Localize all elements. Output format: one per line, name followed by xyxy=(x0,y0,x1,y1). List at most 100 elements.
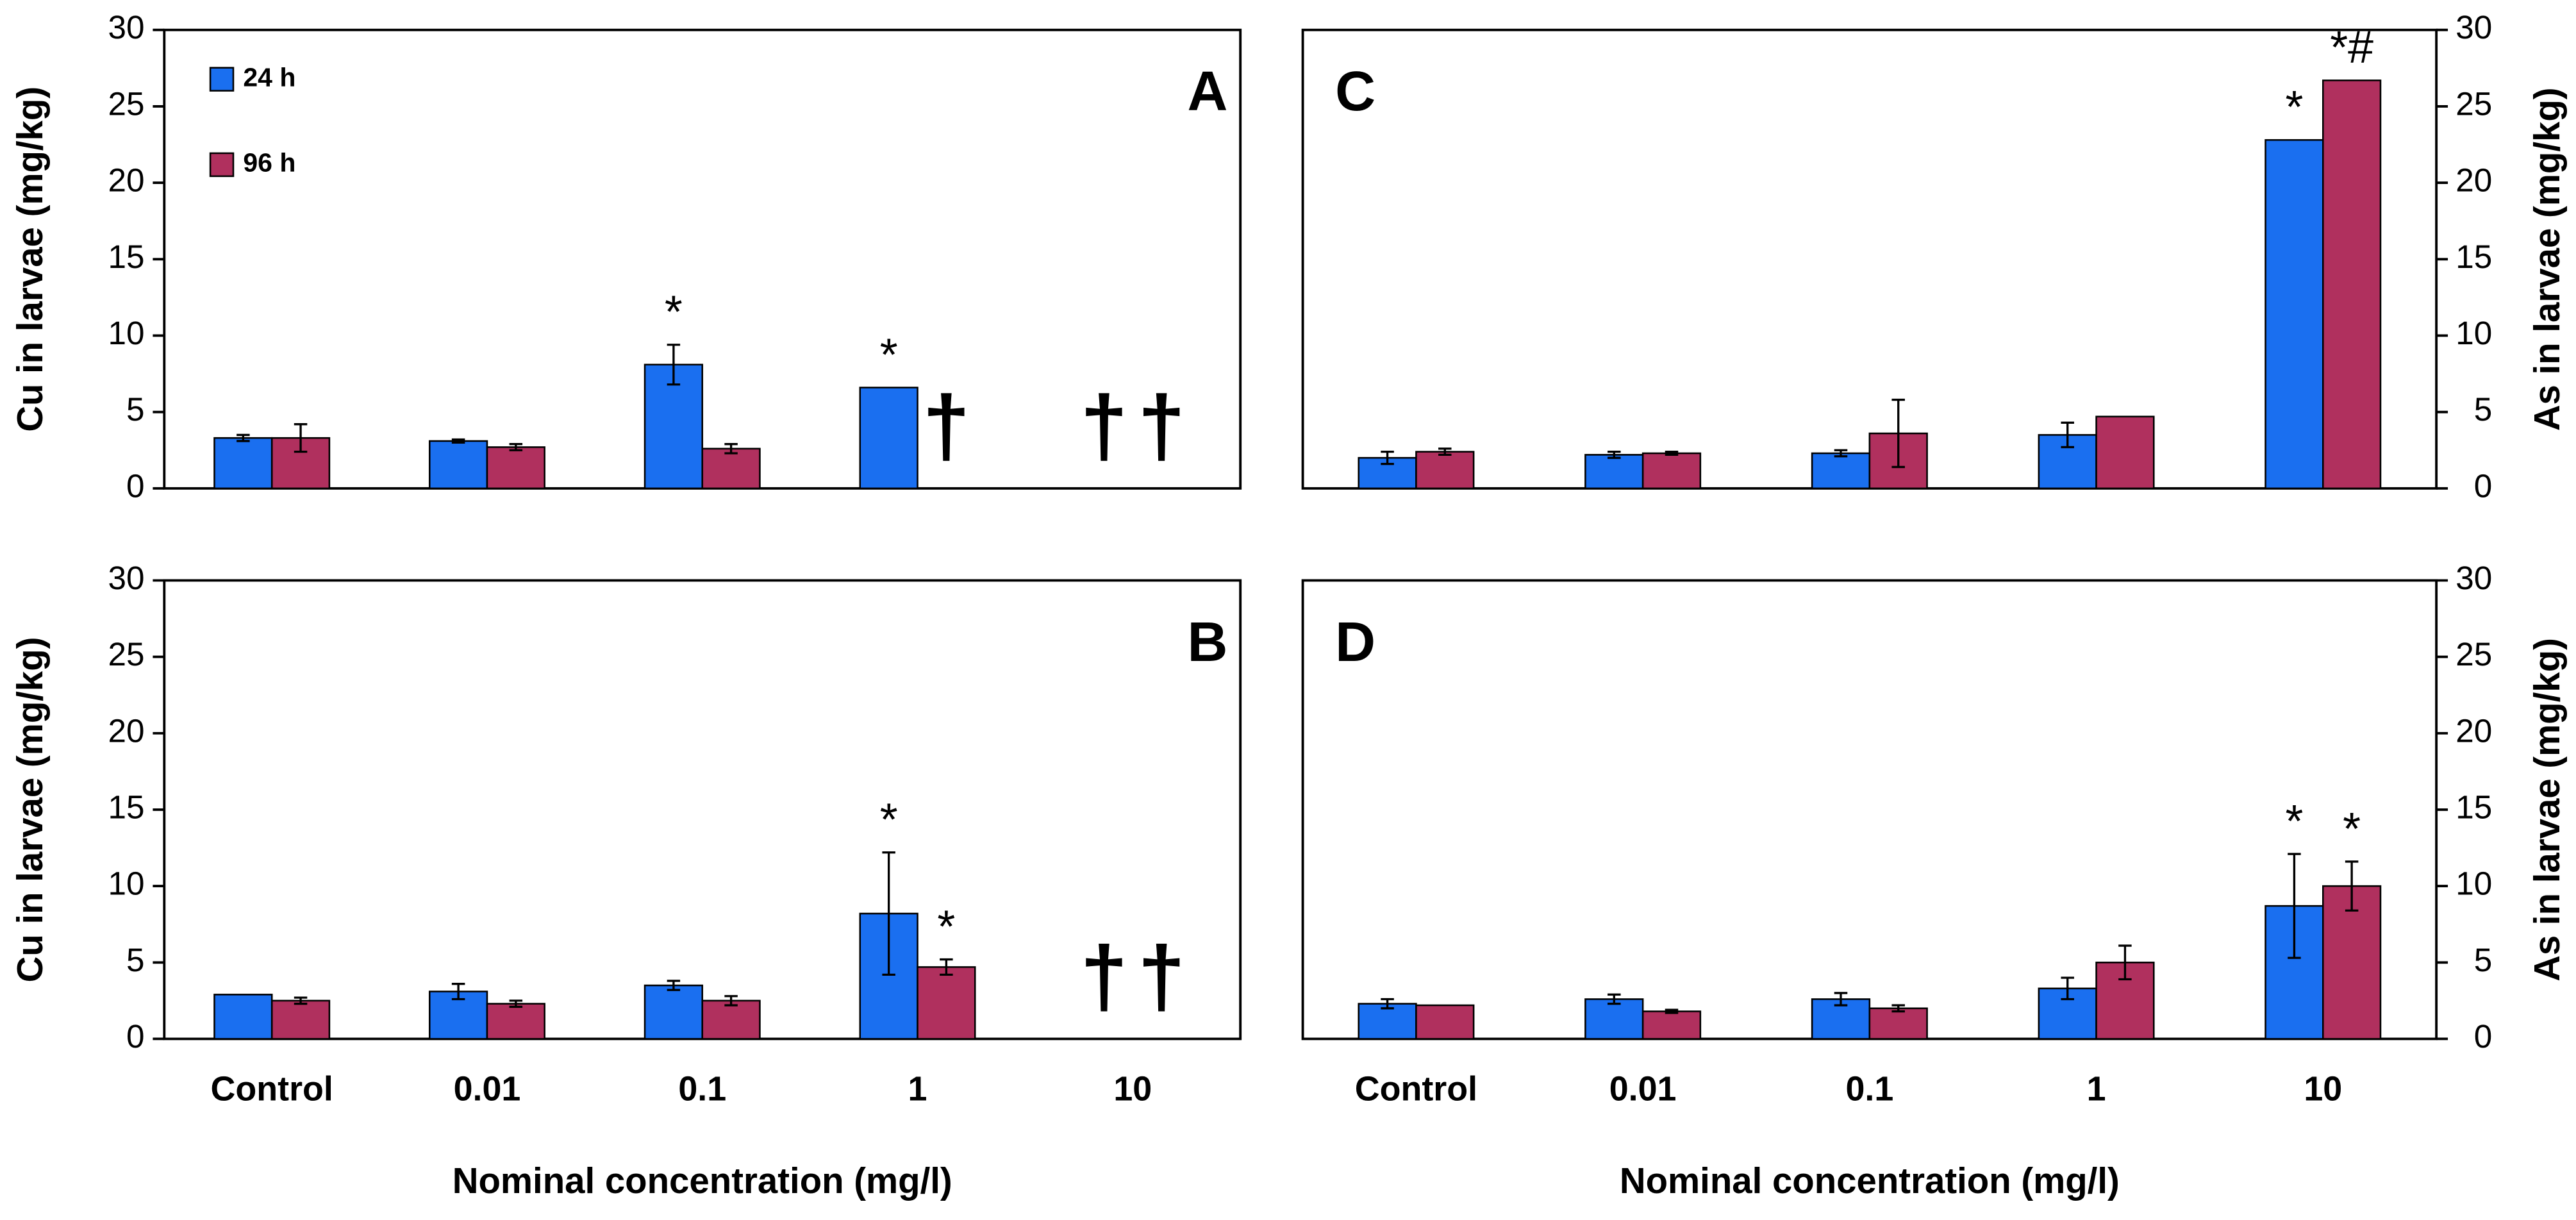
y-tick-label: 5 xyxy=(126,391,145,428)
y-tick-label: 20 xyxy=(2456,712,2492,749)
x-tick-label: 0.1 xyxy=(1845,1070,1893,1108)
bar xyxy=(1811,452,1871,490)
y-tick-label: 25 xyxy=(108,85,145,122)
bar xyxy=(270,999,331,1040)
x-axis-title: Nominal concentration (mg/l) xyxy=(453,1160,952,1201)
significance-marker: * xyxy=(937,901,955,952)
error-bar xyxy=(1608,450,1621,459)
mortality-marker: † xyxy=(1080,378,1127,474)
bar xyxy=(486,1003,545,1040)
y-tick-label: 5 xyxy=(2474,942,2493,978)
error-bar xyxy=(2118,944,2132,981)
mortality-marker: † xyxy=(1138,378,1185,474)
panel-label: C xyxy=(1335,60,1375,122)
panel-label: A xyxy=(1187,60,1227,122)
bar xyxy=(1641,452,1702,490)
y-tick-label: 20 xyxy=(108,712,145,749)
mortality-marker: † xyxy=(1080,929,1127,1024)
bar xyxy=(1415,451,1475,490)
error-bar xyxy=(1834,449,1848,458)
x-tick-label: 0.01 xyxy=(1609,1070,1677,1108)
panel: 0 5 10 15 20 25 30 As in larvae (mg/kg) C * *# xyxy=(1301,9,2567,504)
significance-marker: * xyxy=(2285,81,2303,133)
plot-frame xyxy=(163,579,1242,1040)
x-tick-label: Control xyxy=(1355,1070,1477,1108)
x-tick-label: Control xyxy=(211,1070,333,1108)
panel: 0 5 10 15 20 25 30 Cu in larvae (mg/kg) B Control… xyxy=(10,560,1242,1201)
y-tick-label: 20 xyxy=(2456,162,2492,199)
error-bar xyxy=(1381,450,1394,465)
error-bar xyxy=(1381,998,1394,1010)
y-tick-label: 10 xyxy=(2456,865,2492,902)
significance-marker: * xyxy=(2343,803,2361,855)
y-tick-label: 10 xyxy=(108,315,145,351)
bar xyxy=(1868,1007,1928,1040)
error-bar xyxy=(2061,421,2074,449)
bar xyxy=(428,440,488,490)
bar xyxy=(1415,1004,1475,1040)
legend-swatch xyxy=(209,152,235,178)
y-tick-label: 25 xyxy=(108,636,145,673)
y-tick-label: 0 xyxy=(126,1018,145,1055)
bar xyxy=(859,387,918,490)
error-bar xyxy=(882,851,895,976)
y-tick-label: 30 xyxy=(108,560,145,596)
y-tick-label: 25 xyxy=(2456,636,2492,673)
x-tick-label: 0.1 xyxy=(678,1070,726,1108)
significance-marker: * xyxy=(2285,796,2303,847)
x-tick-label: 10 xyxy=(1113,1070,1152,1108)
error-bar xyxy=(509,443,523,451)
error-bar xyxy=(1438,447,1452,456)
error-bar xyxy=(294,996,308,1005)
significance-marker: * xyxy=(665,287,683,338)
x-tick-label: 0.01 xyxy=(454,1070,521,1108)
panel-label: B xyxy=(1187,611,1227,673)
y-tick-label: 30 xyxy=(2456,560,2492,596)
y-tick-label: 30 xyxy=(108,9,145,46)
error-bar xyxy=(509,999,523,1008)
mortality-marker: † xyxy=(1138,929,1185,1024)
bar xyxy=(2264,139,2324,490)
error-bar xyxy=(1665,1008,1679,1014)
error-bar xyxy=(2061,976,2074,1001)
bar xyxy=(2322,79,2382,490)
y-tick-label: 5 xyxy=(126,942,145,978)
bar xyxy=(701,447,761,490)
error-bar xyxy=(667,344,681,386)
significance-marker: * xyxy=(880,329,898,380)
y-tick-label: 15 xyxy=(2456,789,2492,825)
error-bar xyxy=(1834,992,1848,1007)
bar xyxy=(1584,454,1644,490)
bar xyxy=(1641,1010,1702,1040)
bar xyxy=(2095,415,2155,490)
y-tick-label: 25 xyxy=(2456,85,2492,122)
legend-label: 24 h xyxy=(243,62,295,92)
legend-swatch xyxy=(209,67,235,92)
significance-marker: *# xyxy=(2330,22,2373,73)
bar xyxy=(213,994,273,1040)
error-bar xyxy=(667,980,681,991)
error-bar xyxy=(294,423,308,453)
panel: 0 5 10 15 20 25 30 As in larvae (mg/kg) D Control… xyxy=(1301,560,2567,1201)
y-tick-label: 5 xyxy=(2474,391,2493,428)
x-tick-label: 1 xyxy=(2087,1070,2106,1108)
bar xyxy=(486,446,545,490)
error-bar xyxy=(724,443,738,455)
error-bar xyxy=(1608,993,1621,1005)
significance-marker: * xyxy=(880,794,898,845)
y-tick-label: 0 xyxy=(2474,467,2493,504)
y-tick-label: 10 xyxy=(108,865,145,902)
y-tick-label: 0 xyxy=(2474,1018,2493,1055)
y-axis-title: As in larvae (mg/kg) xyxy=(2527,638,2567,982)
panel-label: D xyxy=(1335,611,1375,673)
error-bar xyxy=(1891,398,1905,469)
bar xyxy=(213,437,273,490)
y-axis-title: Cu in larvae (mg/kg) xyxy=(10,87,50,432)
y-tick-label: 15 xyxy=(2456,238,2492,275)
mortality-marker: † xyxy=(922,378,970,474)
error-bar xyxy=(2345,860,2359,912)
y-tick-label: 20 xyxy=(108,162,145,199)
y-axis-title: Cu in larvae (mg/kg) xyxy=(10,637,50,983)
